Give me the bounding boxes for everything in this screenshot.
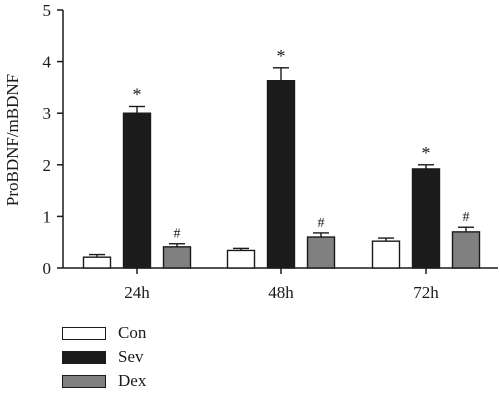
legend-swatch-con [62,326,106,340]
bar-con [371,240,401,269]
y-tick-label: 2 [43,156,52,175]
significance-mark: * [277,46,286,66]
significance-mark: # [463,210,470,225]
bar-dex [162,246,192,269]
bar-sev [411,168,441,269]
x-tick-label: 72h [413,283,439,302]
bars: * # * # * # [82,46,481,269]
bar-dex [451,231,481,269]
legend-item-dex: Dex [62,369,146,393]
legend-label-con: Con [118,323,147,342]
significance-mark: * [133,84,142,104]
legend-label-dex: Dex [118,371,147,390]
x-tick-label: 48h [268,283,294,302]
legend: Con Sev Dex [62,321,146,393]
legend-swatch-sev [62,350,106,364]
y-tick-label: 1 [43,207,52,226]
y-tick-label: 0 [43,259,52,278]
bar-con [226,249,256,269]
y-axis-label: ProBDNF/mBDNF [3,74,22,206]
significance-mark: # [318,216,325,231]
y-tick-label: 3 [43,104,52,123]
legend-swatch-dex [62,374,106,388]
bar-sev [266,79,296,269]
legend-item-con: Con [62,321,146,345]
bar-dex [306,236,336,269]
x-tick-label: 24h [124,283,150,302]
y-tick-label: 5 [43,1,52,20]
legend-label-sev: Sev [118,347,144,366]
significance-mark: # [174,227,181,242]
bar-con [82,256,112,269]
legend-item-sev: Sev [62,345,146,369]
y-tick-label: 4 [43,53,52,72]
bar-sev [122,112,152,269]
significance-mark: * [422,143,431,163]
